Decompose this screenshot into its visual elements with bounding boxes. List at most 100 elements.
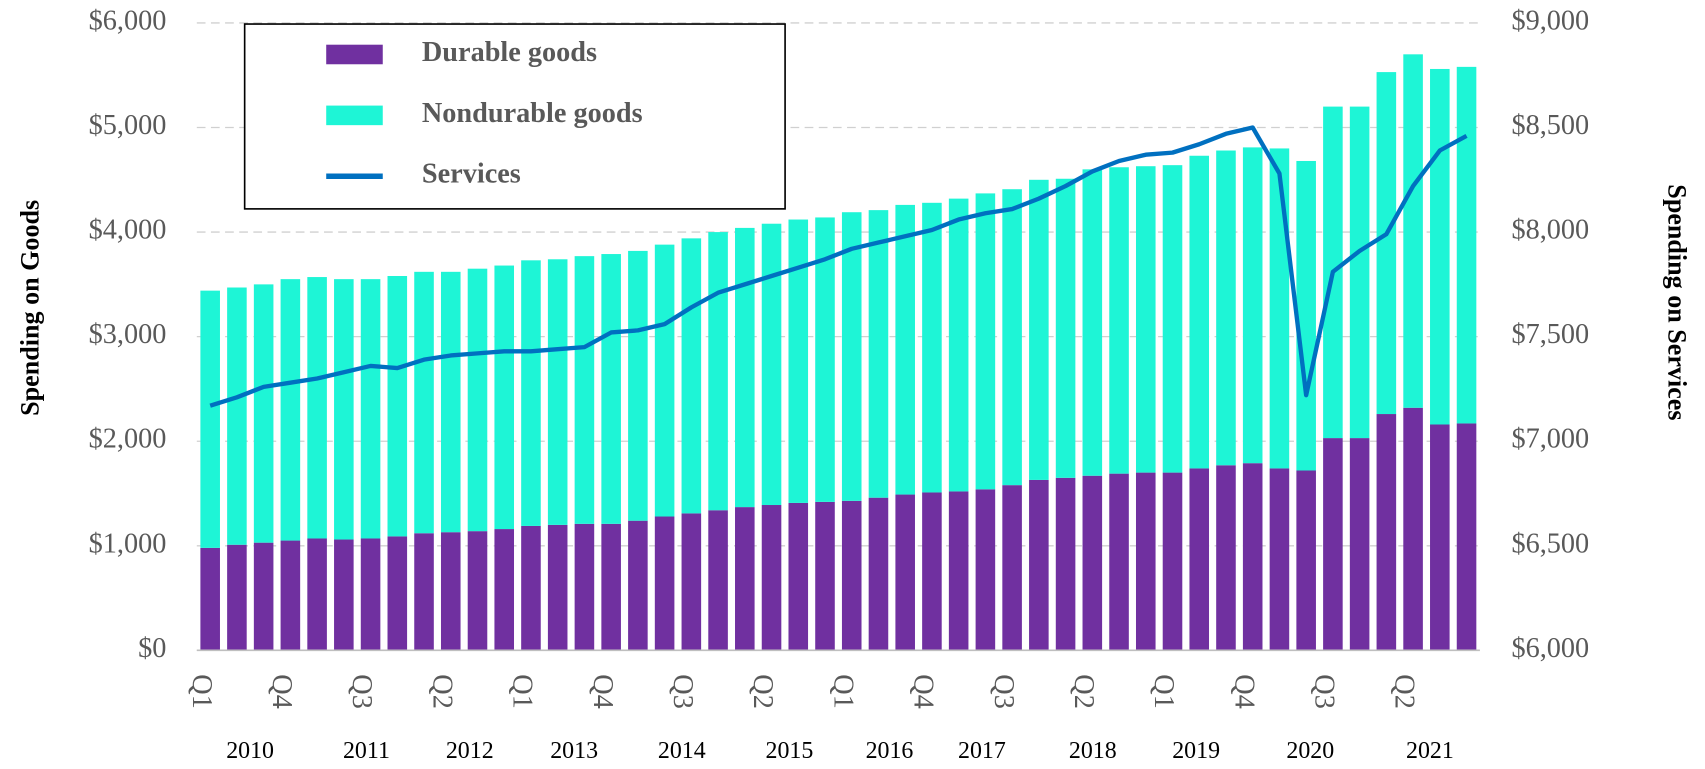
bar	[708, 510, 728, 651]
bar	[1349, 438, 1370, 651]
bar	[280, 540, 301, 651]
bar	[1349, 106, 1370, 439]
bar	[574, 523, 595, 651]
bar	[1055, 477, 1076, 651]
year-label: 2011	[343, 738, 390, 764]
bar	[815, 217, 835, 502]
bar	[708, 232, 728, 511]
bar	[868, 497, 889, 651]
bar	[1082, 169, 1103, 476]
year-label: 2010	[226, 738, 274, 764]
bar	[521, 260, 541, 526]
bar	[868, 210, 889, 498]
line	[209, 125, 1468, 408]
legend-swatch	[326, 44, 383, 65]
bar	[1189, 155, 1210, 469]
year-label: 2016	[866, 738, 914, 764]
y-tick-label: $3,000	[89, 319, 167, 350]
bar	[1430, 424, 1450, 651]
y-tick-label: $4,000	[89, 215, 167, 246]
y2-tick-label: $7,500	[1511, 319, 1589, 350]
bar	[1456, 66, 1477, 424]
year-label: 2019	[1172, 738, 1220, 764]
bar	[200, 290, 220, 548]
bar	[521, 525, 541, 651]
x-tick-label: Q4	[266, 674, 297, 709]
bar	[922, 492, 942, 651]
bar	[841, 500, 862, 651]
bar	[654, 244, 675, 517]
x-tick-label: Q3	[988, 674, 1019, 709]
bar	[547, 524, 568, 651]
legend-label: Nondurable goods	[422, 98, 643, 129]
legend: Durable goods Nondurable goods Services	[243, 23, 786, 210]
x-tick-label: Q4	[1228, 674, 1259, 709]
bar	[1296, 470, 1316, 651]
y-axis-label: Spending on Goods	[16, 200, 45, 416]
bar	[922, 202, 942, 493]
bar	[307, 277, 327, 539]
bar	[1135, 166, 1156, 473]
bar	[841, 212, 862, 501]
bar	[601, 523, 621, 651]
bar	[1269, 148, 1290, 469]
bar	[1242, 147, 1263, 464]
bar	[200, 547, 220, 651]
bar	[1296, 160, 1316, 471]
y2-tick-label: $8,000	[1511, 215, 1589, 246]
bar	[1376, 72, 1397, 415]
bar	[975, 489, 996, 651]
bar	[1323, 438, 1343, 651]
bar	[1029, 179, 1049, 480]
bar	[1242, 463, 1263, 651]
bar	[280, 279, 301, 541]
bar	[1189, 468, 1210, 651]
x-tick-label: Q4	[587, 674, 618, 709]
bar	[681, 238, 702, 514]
bar	[895, 494, 915, 651]
bar	[735, 227, 755, 508]
y-tick-label: $0	[138, 633, 166, 664]
year-label: 2012	[446, 738, 494, 764]
bar	[788, 502, 809, 651]
bar	[334, 279, 354, 540]
bar	[574, 256, 595, 524]
y2-tick-label: $6,500	[1511, 528, 1589, 559]
bar	[360, 538, 381, 651]
bar	[948, 198, 969, 492]
bar	[1002, 485, 1022, 651]
bar	[975, 193, 996, 490]
y2-tick-label: $9,000	[1511, 5, 1589, 36]
bar	[1109, 167, 1129, 474]
x-tick-label: Q3	[346, 674, 377, 709]
legend-label: Services	[422, 159, 521, 190]
y2-tick-label: $7,000	[1511, 424, 1589, 455]
legend-swatch	[326, 105, 383, 126]
bar	[628, 520, 648, 651]
bar	[494, 529, 515, 651]
bar	[440, 271, 461, 533]
bar	[1216, 465, 1236, 651]
bar	[1430, 68, 1450, 425]
x-tick-label: Q1	[507, 674, 538, 709]
y-tick-label: $2,000	[89, 424, 167, 455]
x-tick-label: Q2	[1068, 674, 1099, 709]
bar	[628, 250, 648, 521]
bar	[1109, 473, 1129, 651]
year-label: 2021	[1406, 738, 1454, 764]
bar	[227, 544, 247, 651]
bar	[547, 259, 568, 525]
bar	[334, 539, 354, 651]
x-tick-label: Q4	[908, 674, 939, 709]
bar	[681, 513, 702, 651]
bar	[1162, 472, 1183, 651]
bar	[601, 254, 621, 524]
y-tick-label: $1,000	[89, 528, 167, 559]
bar	[414, 533, 434, 651]
bar	[1403, 54, 1423, 408]
bar	[1135, 472, 1156, 651]
year-label: 2015	[766, 738, 814, 764]
x-tick-label: Q1	[827, 674, 858, 709]
bar	[1082, 475, 1103, 651]
